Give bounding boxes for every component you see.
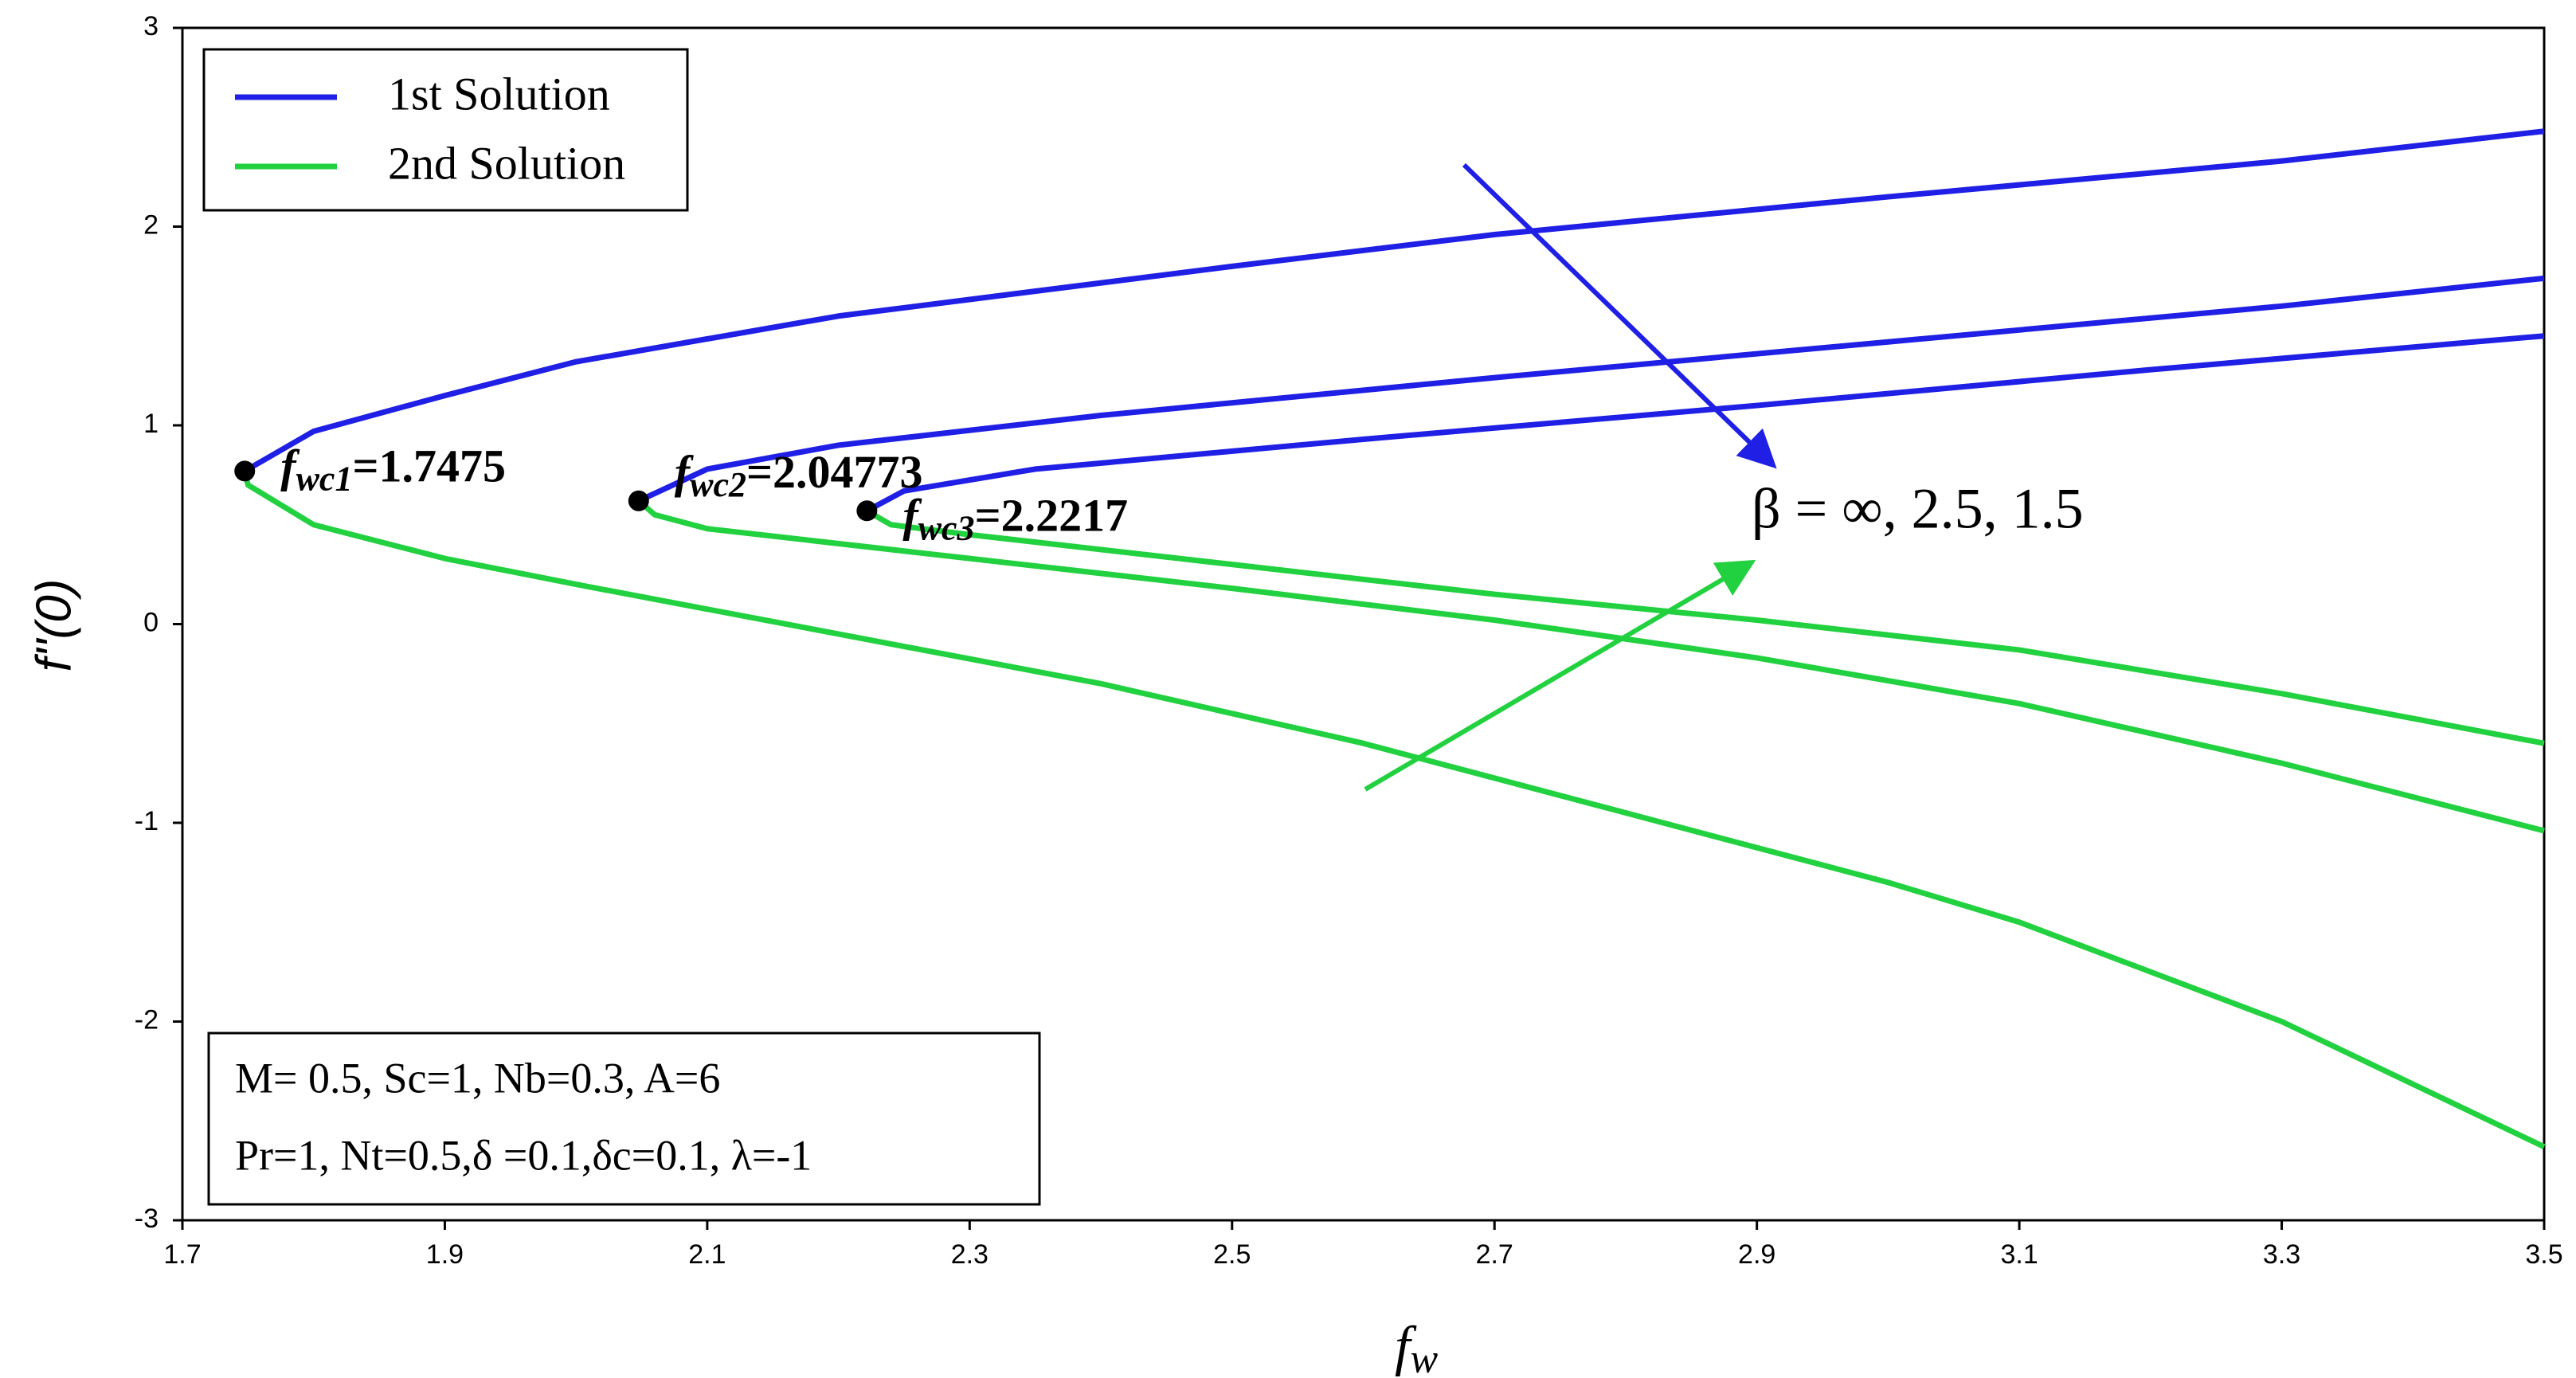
- critical-label: fwc2=2.04773: [675, 446, 923, 504]
- x-tick-label: 2.9: [1738, 1239, 1775, 1270]
- y-tick-label: 0: [143, 607, 159, 637]
- x-tick-label: 2.3: [951, 1239, 989, 1270]
- y-tick-label: -2: [135, 1004, 159, 1035]
- legend-label: 2nd Solution: [388, 137, 625, 189]
- legend-label: 1st Solution: [388, 68, 610, 119]
- x-label-subscript: w: [1410, 1337, 1438, 1378]
- critical-value: =2.04773: [746, 446, 923, 498]
- y-tick-label: 2: [143, 209, 159, 240]
- curve: [637, 275, 2545, 503]
- x-tick-label: 2.5: [1213, 1239, 1251, 1270]
- critical-point: [856, 500, 878, 522]
- x-tick-label: 1.7: [163, 1239, 201, 1270]
- annotation: β = ∞, 2.5, 1.5: [1752, 477, 2084, 541]
- parameter-box: [207, 1032, 1041, 1206]
- curve: [865, 508, 2545, 746]
- y-axis-label: f''(0): [26, 579, 81, 672]
- y-tick-label: -1: [135, 806, 159, 836]
- critical-label: fwc3=2.2217: [902, 490, 1128, 548]
- critical-label: fwc1=1.7475: [280, 440, 506, 499]
- x-tick-label: 2.1: [688, 1239, 726, 1270]
- x-tick-label: 3.3: [2263, 1239, 2300, 1270]
- parameter-line: Pr=1, Nt=0.5,δ =0.1,δc=0.1, λ=-1: [235, 1131, 812, 1179]
- curve: [243, 128, 2545, 474]
- critical-subscript: wc3: [918, 508, 975, 547]
- arrow: [1364, 559, 1756, 792]
- curve: [636, 499, 2545, 834]
- critical-subscript: wc2: [690, 465, 746, 504]
- x-tick-label: 2.7: [1476, 1239, 1513, 1270]
- y-tick-label: 1: [143, 409, 159, 439]
- x-tick-label: 3.1: [2000, 1239, 2038, 1270]
- critical-value: =1.7475: [352, 440, 506, 492]
- arrow: [1462, 162, 1777, 469]
- curve: [241, 470, 2546, 1149]
- curve: [865, 333, 2545, 514]
- x-axis-label: fw: [1395, 1316, 1438, 1378]
- critical-subscript: wc1: [296, 459, 353, 498]
- x-tick-label: 1.9: [426, 1239, 464, 1270]
- x-tick-label: 3.5: [2525, 1239, 2562, 1270]
- y-tick-label: -3: [135, 1204, 159, 1234]
- critical-point: [234, 460, 256, 482]
- legend: [202, 48, 689, 212]
- critical-point: [628, 490, 649, 511]
- y-tick-label: 3: [143, 11, 159, 41]
- parameter-line: M= 0.5, Sc=1, Nb=0.3, A=6: [235, 1054, 720, 1102]
- marks: [241, 128, 2546, 1149]
- critical-value: =2.2217: [975, 490, 1129, 542]
